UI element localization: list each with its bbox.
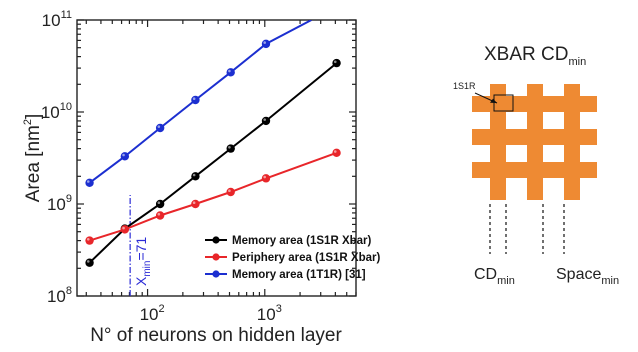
series-2-point bbox=[191, 95, 200, 105]
legend-label-2: Memory area (1T1R) [31] bbox=[232, 269, 366, 281]
series-2-point-highlight bbox=[192, 97, 196, 101]
series-0-point-highlight bbox=[157, 201, 161, 204]
series-0-point-highlight bbox=[263, 118, 266, 121]
xbar-title: XBAR CDmin bbox=[484, 44, 586, 68]
y-tick-label: 109 bbox=[47, 193, 72, 214]
series-2-point bbox=[120, 152, 130, 161]
y-axis-title: Area [nm2] bbox=[22, 114, 44, 203]
legend-entry-1: Periphery area (1S1R Xbar) bbox=[205, 252, 380, 264]
series-0-point bbox=[191, 172, 200, 181]
series-1-point bbox=[332, 148, 341, 158]
xbar-diagram: XBAR CDmin 1S1R CDmin Spacemin bbox=[453, 44, 619, 287]
xbar-column-bar-3 bbox=[564, 84, 580, 200]
xbar-cell-label: 1S1R bbox=[453, 81, 476, 91]
series-1-point-highlight bbox=[333, 150, 337, 153]
series-1-point bbox=[191, 199, 200, 209]
series-2-point-highlight bbox=[122, 153, 125, 157]
series-2-point-highlight bbox=[86, 180, 90, 183]
xbar-cell-highlight bbox=[493, 94, 514, 112]
legend: Memory area (1S1R Xbar) Periphery area (… bbox=[205, 235, 380, 281]
series-1-point-highlight bbox=[228, 189, 231, 193]
x-axis-title: N° of neurons on hidden layer bbox=[90, 325, 342, 346]
xbar-column-bar-2 bbox=[527, 84, 543, 200]
space-min-label: Spacemin bbox=[556, 266, 619, 287]
legend-label-1: Periphery area (1S1R Xbar) bbox=[232, 252, 380, 264]
y-tick-label: 1011 bbox=[42, 9, 72, 30]
series-group bbox=[85, 20, 341, 267]
legend-marker-0 bbox=[212, 236, 220, 244]
legend-entry-2: Memory area (1T1R) [31] bbox=[205, 269, 366, 281]
series-1-point bbox=[261, 174, 271, 183]
series-1-point-highlight bbox=[157, 212, 161, 216]
series-2-point bbox=[85, 178, 94, 187]
series-0-point bbox=[261, 116, 271, 126]
series-2-point-highlight bbox=[228, 69, 231, 73]
axis-ticks: 102 103 108 109 1010 1011 bbox=[41, 9, 357, 324]
series-1-point bbox=[120, 225, 130, 234]
series-1-point bbox=[85, 236, 94, 245]
series-2-point-highlight bbox=[263, 41, 266, 44]
series-1-point-highlight bbox=[122, 226, 125, 230]
series-2-point-highlight bbox=[157, 125, 161, 129]
xmin-label: Xmin=71 bbox=[133, 237, 153, 286]
series-1-point-highlight bbox=[263, 175, 266, 179]
series-0-point-highlight bbox=[86, 260, 90, 263]
legend-marker-1 bbox=[212, 253, 220, 261]
xbar-cell-pointer-head bbox=[490, 98, 497, 103]
series-1-point bbox=[226, 187, 235, 197]
plot-frame bbox=[76, 19, 357, 297]
series-2 bbox=[85, 20, 312, 187]
xbar-grid bbox=[472, 84, 597, 200]
x-tick-label: 103 bbox=[257, 303, 282, 324]
legend-label-0: Memory area (1S1R Xbar) bbox=[232, 235, 372, 247]
series-2-point bbox=[261, 39, 271, 49]
xbar-column-bar-1 bbox=[490, 84, 506, 200]
cd-min-label: CDmin bbox=[474, 266, 515, 287]
series-1-point bbox=[155, 211, 165, 220]
y-tick-label: 1010 bbox=[41, 101, 72, 122]
series-0-point bbox=[85, 258, 94, 267]
series-0-point-highlight bbox=[228, 146, 231, 149]
xmin-annotation: Xmin=71 bbox=[129, 195, 153, 296]
series-2-point bbox=[226, 68, 235, 77]
series-0-point bbox=[155, 199, 165, 209]
series-0-point-highlight bbox=[333, 60, 337, 64]
x-tick-label: 102 bbox=[140, 303, 165, 324]
y-tick-label: 108 bbox=[47, 285, 72, 306]
series-1-point-highlight bbox=[192, 201, 196, 204]
series-1 bbox=[85, 148, 341, 245]
legend-marker-2 bbox=[212, 270, 220, 278]
series-2-point bbox=[155, 123, 165, 133]
series-0-point bbox=[332, 58, 341, 68]
legend-entry-0: Memory area (1S1R Xbar) bbox=[205, 235, 372, 247]
series-1-point-highlight bbox=[86, 238, 90, 241]
series-0-point bbox=[226, 144, 235, 153]
series-0-point-highlight bbox=[192, 173, 196, 177]
